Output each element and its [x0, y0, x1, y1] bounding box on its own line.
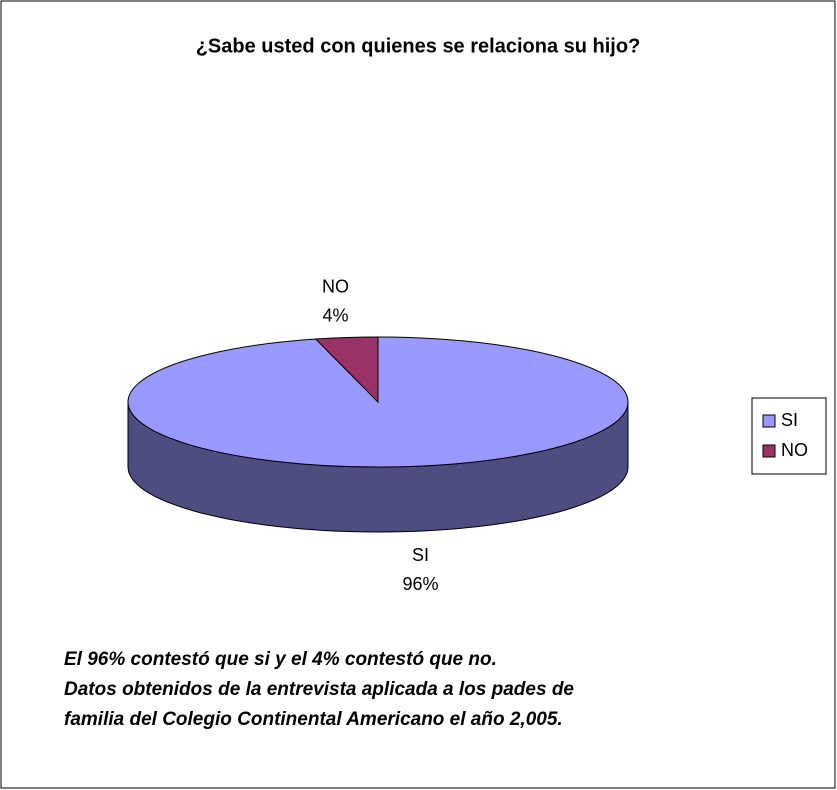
data-label-name: NO [322, 276, 349, 296]
legend-label: NO [781, 440, 808, 460]
annotation: El 96% contestó que si y el 4% contestó … [64, 649, 497, 670]
data-label-value: 96% [402, 574, 438, 594]
annotation: Datos obtenidos de la entrevista aplicad… [64, 679, 574, 700]
pie-slice [314, 336, 379, 404]
annotation: familia del Colegio Continental American… [64, 709, 563, 730]
legend-swatch [762, 414, 776, 428]
legend-label: SI [781, 410, 798, 430]
data-label-name: SI [412, 545, 429, 565]
legend-box [751, 397, 827, 475]
data-label-value: 4% [323, 305, 349, 325]
legend-swatch [762, 444, 776, 458]
chart-title: ¿Sabe usted con quienes se relaciona su … [196, 35, 641, 57]
